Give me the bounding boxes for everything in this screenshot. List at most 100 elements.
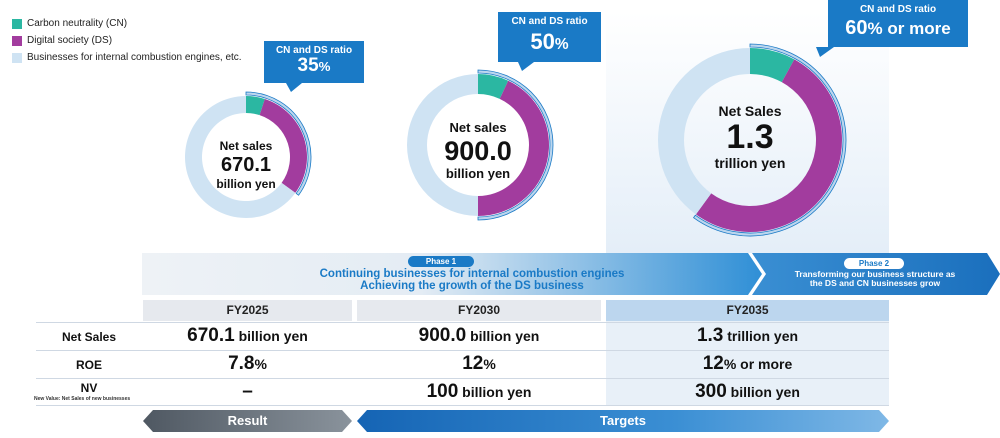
legend-swatch-ds	[12, 35, 22, 46]
cell-value: 900.0	[418, 325, 467, 346]
cell-value: 12	[462, 353, 484, 374]
cell-unit: billion yen	[458, 384, 532, 400]
cell-value: 670.1	[187, 325, 235, 346]
cell-unit: % or more	[723, 356, 793, 372]
ratio-callout-fy2025: CN and DS ratio 35%	[264, 41, 364, 91]
legend-swatch-ice	[12, 52, 22, 63]
footer-targets-label: Targets	[600, 413, 646, 428]
donut-center-fy2030: Net sales 900.0 billion yen	[418, 121, 538, 181]
row-label-nv: NV	[80, 381, 98, 395]
cell-nv-fy2030: 100 billion yen	[357, 381, 601, 403]
donut-slice-fy2025-ds	[259, 98, 307, 193]
legend-label-ds: Digital society (DS)	[27, 35, 113, 46]
cell-value: 7.8	[228, 353, 255, 374]
cell-value: 100	[426, 381, 459, 402]
cell-nv-fy2025: –	[143, 381, 352, 403]
phase-bar: Phase 1 Continuing businesses for intern…	[142, 253, 1000, 295]
cell-nv-fy2035: 300 billion yen	[606, 381, 889, 403]
donut-slice-fy2035-ice	[658, 48, 750, 215]
legend-item-ds: Digital society (DS)	[12, 32, 242, 49]
ratio-label: CN and DS ratio	[511, 16, 588, 27]
center-label: Net Sales	[718, 103, 782, 119]
row-label-net-sales: Net Sales	[61, 330, 117, 344]
center-value: 900.0	[444, 135, 512, 166]
table-row-roe	[36, 350, 889, 378]
callout-pointer-fy2030	[518, 62, 534, 71]
cell-unit: %	[483, 356, 496, 372]
cell-unit: trillion yen	[723, 328, 799, 344]
ratio-value: 50	[530, 29, 555, 54]
cell-net-sales-fy2025: 670.1 billion yen	[143, 325, 352, 347]
donut-center-fy2035: Net Sales 1.3 trillion yen	[690, 104, 810, 171]
phase1-line2: Achieving the growth of the DS business	[360, 280, 584, 293]
ratio-arc-fy2025	[245, 91, 312, 196]
phase1-arrow	[142, 253, 762, 295]
donut-center-fy2025: Net sales 670.1 billion yen	[194, 140, 298, 190]
targets-arrow	[357, 410, 889, 432]
result-arrow	[143, 410, 352, 432]
cell-value: –	[242, 381, 253, 402]
footer-result-label: Result	[227, 413, 268, 428]
ratio-label: CN and DS ratio	[275, 45, 353, 56]
year-header-fy2035: FY2035	[606, 300, 889, 321]
phase2-text: Transforming our business structure as t…	[770, 270, 980, 288]
year-header-fy2030: FY2030	[357, 300, 601, 321]
cell-unit: billion yen	[466, 328, 540, 344]
center-unit: billion yen	[445, 165, 511, 181]
donut-slice-fy2025-cn	[246, 96, 265, 116]
ratio-value: 35	[297, 55, 319, 76]
donut-slice-fy2030-ds	[478, 80, 550, 216]
table-row-nv	[36, 378, 889, 406]
ratio-arc-fy2035	[693, 43, 847, 237]
donut-slice-fy2035-cn	[750, 48, 795, 83]
legend-item-cn: Carbon neutrality (CN)	[12, 15, 242, 32]
phase-arrows	[142, 253, 1000, 295]
ratio-suffix: %	[318, 59, 331, 74]
row-note-nv: New Value: Net Sales of new businesses	[34, 396, 131, 402]
cell-unit: %	[254, 356, 267, 372]
cell-roe-fy2030: 12%	[357, 353, 601, 375]
callout-pointer-fy2025	[286, 83, 302, 92]
cell-value: 12	[702, 353, 724, 374]
legend-swatch-cn	[12, 18, 22, 29]
phase2-arrow	[752, 253, 1000, 295]
donut-charts	[184, 43, 847, 237]
footer-result: Result	[143, 410, 352, 432]
ratio-callout-fy2035: CN and DS ratio 60% or more	[828, 0, 968, 55]
center-unit: billion yen	[216, 176, 276, 191]
ratio-suffix: %	[554, 36, 569, 53]
phase2-line1: Transforming our business structure as	[794, 269, 956, 279]
callout-pointer-fy2035	[816, 47, 834, 57]
year-header-fy2025: FY2025	[143, 300, 352, 321]
ratio-value: 60	[845, 17, 868, 39]
legend-label-cn: Carbon neutrality (CN)	[27, 18, 128, 29]
donut-slice-fy2030-ice	[406, 74, 478, 216]
callout-pointers	[286, 47, 834, 92]
ratio-suffix: % or more	[867, 19, 951, 38]
table-row-net-sales	[36, 322, 889, 350]
center-label: Net sales	[449, 120, 507, 135]
donut-slice-fy2025-ice	[184, 96, 296, 218]
ratio-callout-fy2030: CN and DS ratio 50%	[498, 12, 601, 70]
legend-label-ice: Businesses for internal combustion engin…	[27, 52, 242, 63]
donut-slice-fy2030-cn	[478, 74, 509, 99]
donut-slice-fy2035-ds	[695, 59, 842, 232]
ratio-label: CN and DS ratio	[859, 4, 937, 15]
cell-unit: billion yen	[726, 384, 800, 400]
center-label: Net sales	[219, 139, 273, 153]
cell-net-sales-fy2035: 1.3 trillion yen	[606, 325, 889, 347]
row-label-roe: ROE	[75, 358, 102, 372]
cell-roe-fy2025: 7.8%	[143, 353, 352, 375]
phase1-pill: Phase 1	[408, 256, 474, 267]
phase1-text: Continuing businesses for internal combu…	[202, 268, 742, 292]
center-value: 670.1	[220, 153, 272, 176]
cell-unit: billion yen	[234, 328, 308, 344]
center-unit: trillion yen	[714, 155, 786, 172]
phase2-line2: the DS and CN businesses grow	[809, 277, 941, 288]
footer-targets: Targets	[357, 410, 889, 432]
center-value: 1.3	[726, 117, 774, 156]
legend: Carbon neutrality (CN) Digital society (…	[12, 15, 242, 66]
cell-value: 1.3	[696, 325, 724, 346]
cell-value: 300	[695, 381, 727, 402]
legend-item-ice: Businesses for internal combustion engin…	[12, 49, 242, 66]
